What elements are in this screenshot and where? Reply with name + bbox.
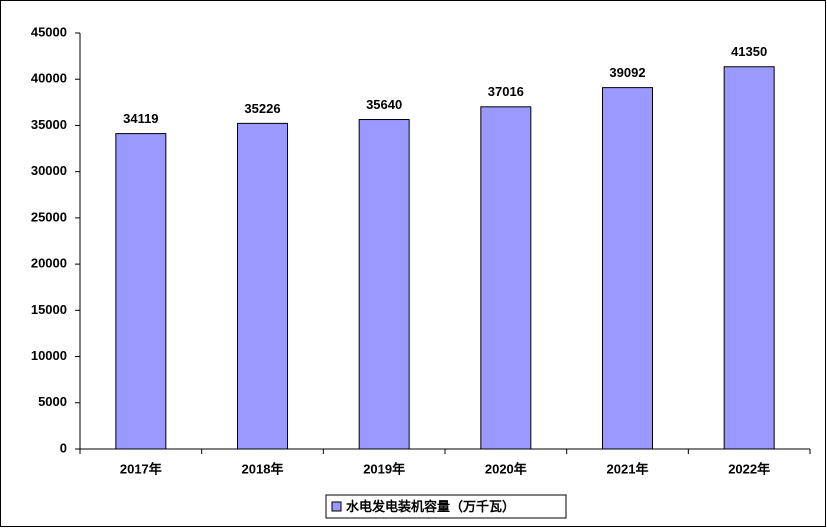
- legend-swatch: [331, 501, 342, 512]
- data-label: 37016: [488, 84, 524, 99]
- x-tick-label: 2021年: [607, 461, 649, 476]
- y-tick-label: 30000: [31, 163, 67, 178]
- x-tick-label: 2018年: [242, 461, 284, 476]
- data-label: 34119: [123, 111, 158, 126]
- bar: [723, 66, 775, 450]
- legend-label: 水电发电装机容量（万千瓦）: [346, 499, 515, 514]
- bar: [115, 133, 167, 450]
- y-tick-label: 40000: [31, 71, 67, 86]
- y-tick-label: 25000: [31, 209, 67, 224]
- y-tick-label: 15000: [31, 302, 67, 317]
- x-tick-label: 2019年: [363, 461, 405, 476]
- data-label: 39092: [609, 65, 645, 80]
- bar: [480, 106, 532, 450]
- bar: [237, 122, 288, 450]
- bar: [358, 119, 410, 450]
- legend-box: [325, 494, 567, 519]
- y-tick-label: 35000: [31, 117, 67, 132]
- x-tick-label: 2017年: [120, 461, 162, 476]
- data-label: 41350: [731, 44, 767, 59]
- y-tick-label: 20000: [31, 256, 67, 271]
- bar: [602, 87, 653, 450]
- y-tick-label: 45000: [31, 24, 67, 39]
- x-tick-label: 2022年: [728, 461, 770, 476]
- y-tick-label: 10000: [31, 348, 67, 363]
- x-tick-label: 2020年: [485, 461, 527, 476]
- y-tick-label: 5000: [38, 394, 67, 409]
- data-label: 35640: [366, 97, 402, 112]
- data-label: 35226: [244, 101, 280, 116]
- y-tick-label: 0: [60, 440, 67, 455]
